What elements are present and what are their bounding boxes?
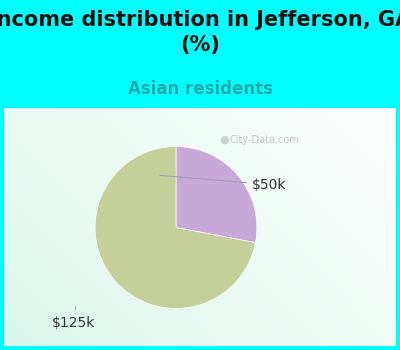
Text: City-Data.com: City-Data.com [229,135,299,145]
Text: Asian residents: Asian residents [128,80,272,98]
Text: ●: ● [219,135,229,145]
Text: Income distribution in Jefferson, GA
(%): Income distribution in Jefferson, GA (%) [0,10,400,55]
Text: $50k: $50k [160,175,287,192]
Wedge shape [95,147,256,308]
Text: $125k: $125k [52,306,96,330]
Wedge shape [176,147,257,243]
